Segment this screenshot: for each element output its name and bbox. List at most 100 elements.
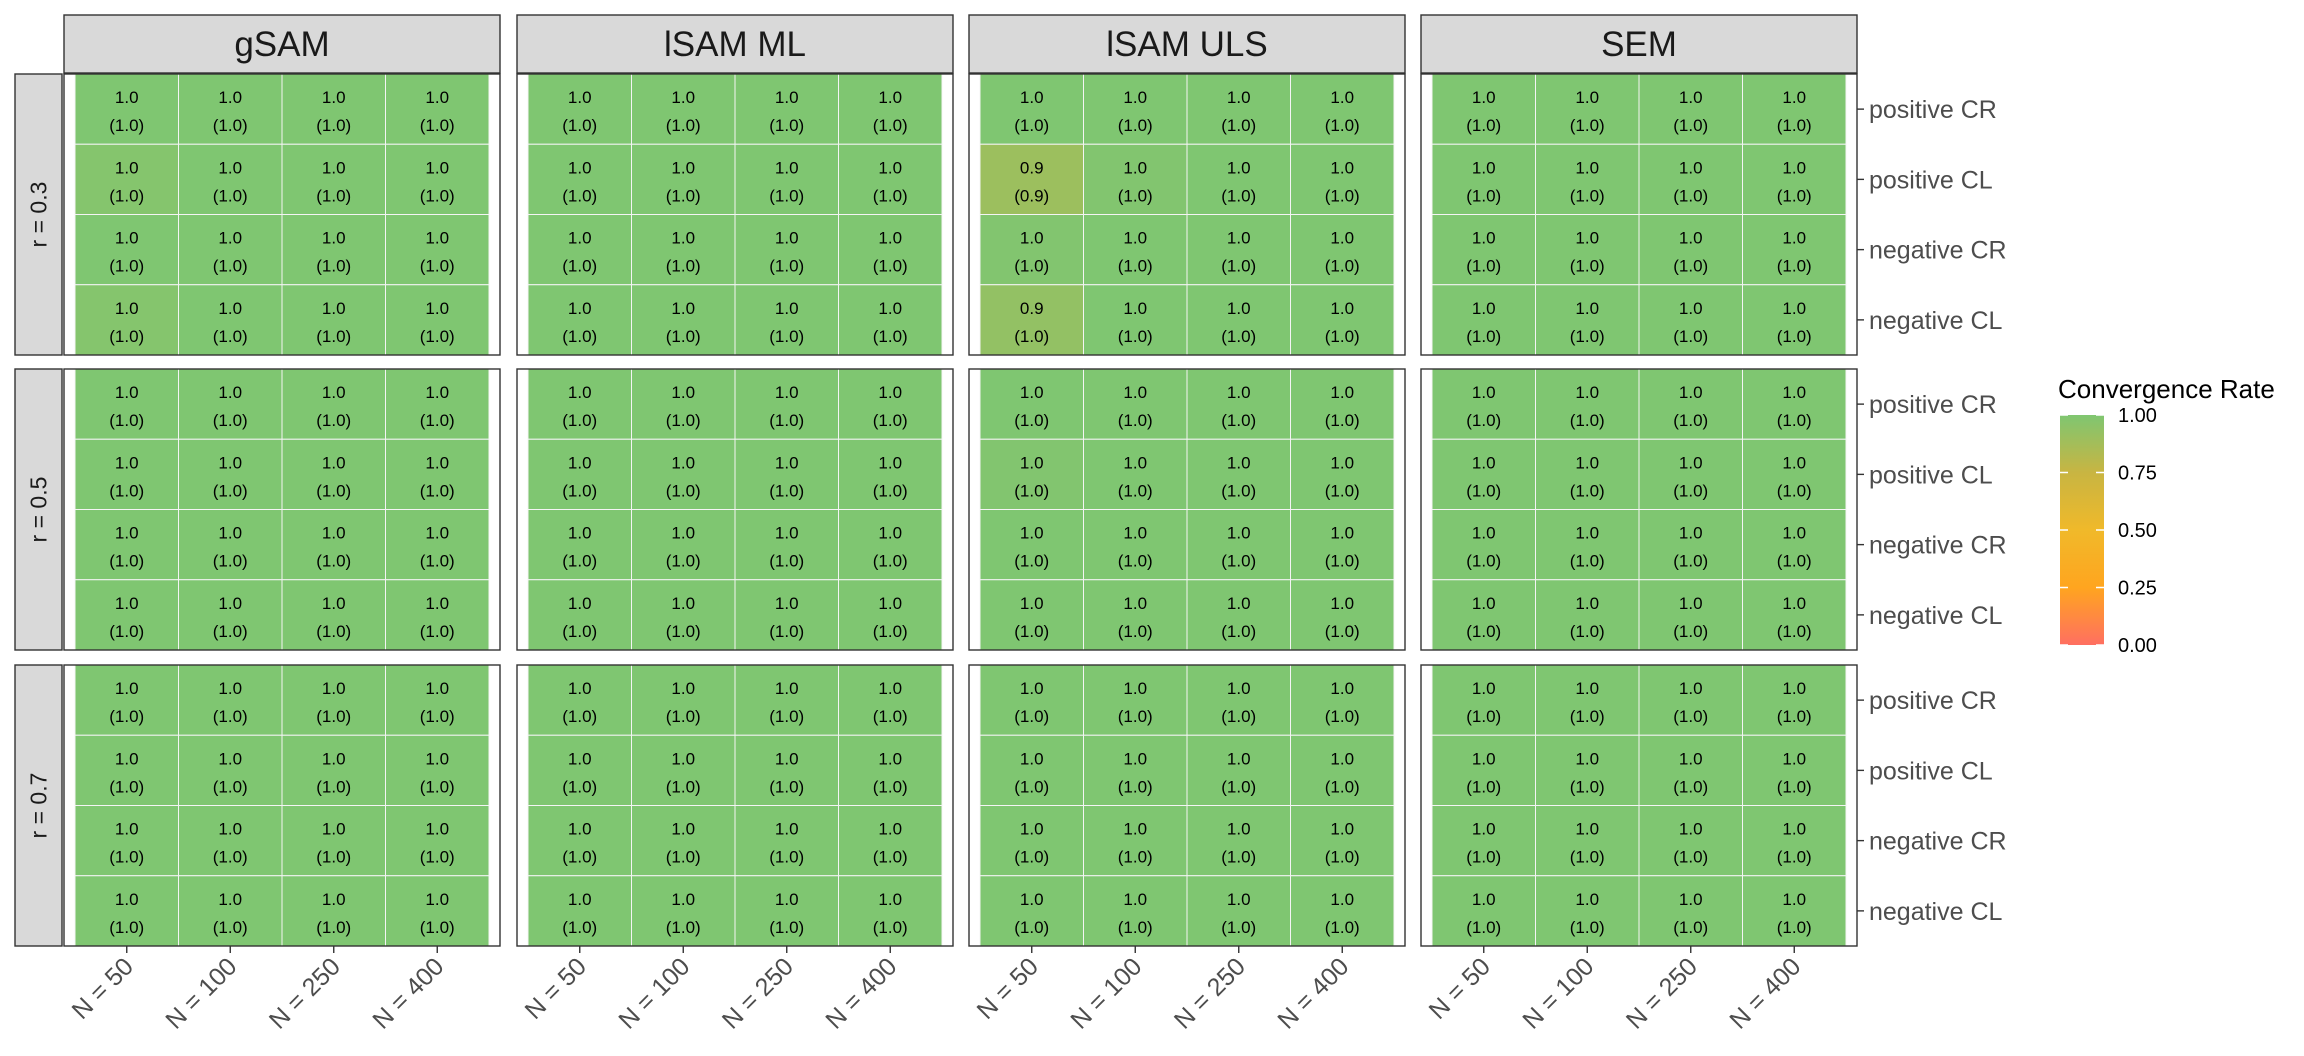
heatmap-cell (281, 284, 386, 356)
cell-secondary-label: (1.0) (109, 707, 144, 726)
x-tick-label: N = 400 (1272, 952, 1354, 1034)
heatmap-cell (838, 579, 943, 651)
cell-secondary-label: (1.0) (420, 327, 455, 346)
cell-value-label: 1.0 (878, 749, 902, 768)
cell-value-label: 1.0 (1020, 820, 1044, 839)
cell-secondary-label: (1.0) (562, 411, 597, 430)
row-strip (14, 368, 63, 651)
cell-secondary-label: (1.0) (1777, 848, 1812, 867)
cell-value-label: 1.0 (1782, 749, 1806, 768)
cell-value-label: 1.0 (218, 383, 242, 402)
cell-secondary-label: (1.0) (1466, 186, 1501, 205)
heatmap-cell (527, 664, 632, 736)
cell-secondary-label: (1.0) (769, 848, 804, 867)
cell-value-label: 1.0 (115, 820, 139, 839)
cell-secondary-label: (1.0) (1325, 481, 1360, 500)
heatmap-cell (385, 143, 490, 215)
cell-secondary-label: (1.0) (562, 481, 597, 500)
cell-secondary-label: (1.0) (1221, 257, 1256, 276)
cell-secondary-label: (1.0) (316, 552, 351, 571)
cell-value-label: 1.0 (1782, 453, 1806, 472)
cell-value-label: 1.0 (568, 88, 592, 107)
cell-value-label: 1.0 (425, 524, 449, 543)
cell-secondary-label: (1.0) (213, 116, 248, 135)
cell-value-label: 1.0 (425, 890, 449, 909)
heatmap-cell (74, 664, 179, 736)
panel-border (968, 73, 1406, 356)
heatmap-cell (178, 284, 283, 356)
cell-secondary-label: (1.0) (562, 918, 597, 937)
heatmap-cell (1186, 875, 1291, 947)
heatmap-cell (1431, 509, 1536, 581)
cell-secondary-label: (1.0) (1014, 848, 1049, 867)
cell-secondary-label: (1.0) (1118, 848, 1153, 867)
cell-value-label: 1.0 (878, 299, 902, 318)
cell-secondary-label: (1.0) (769, 186, 804, 205)
cell-value-label: 1.0 (115, 890, 139, 909)
heatmap-cell (979, 73, 1084, 145)
cell-value-label: 1.0 (1679, 594, 1703, 613)
cell-value-label: 1.0 (1782, 679, 1806, 698)
cell-value-label: 1.0 (1227, 158, 1251, 177)
cell-secondary-label: (1.0) (1221, 552, 1256, 571)
cell-secondary-label: (1.0) (1325, 411, 1360, 430)
cell-value-label: 1.0 (1679, 524, 1703, 543)
cell-secondary-label: (1.0) (1777, 327, 1812, 346)
y-tick-label: negative CL (1869, 898, 2003, 926)
cell-value-label: 1.0 (878, 158, 902, 177)
heatmap-cell (734, 805, 839, 877)
cell-value-label: 1.0 (1575, 229, 1599, 248)
cell-secondary-label: (1.0) (420, 777, 455, 796)
cell-secondary-label: (1.0) (109, 327, 144, 346)
heatmap-cell (1535, 438, 1640, 510)
cell-secondary-label: (1.0) (666, 186, 701, 205)
cell-value-label: 1.0 (1472, 594, 1496, 613)
cell-value-label: 1.0 (1575, 299, 1599, 318)
heatmap-cell (1535, 805, 1640, 877)
cell-value-label: 1.0 (1123, 299, 1147, 318)
cell-value-label: 1.0 (568, 524, 592, 543)
cell-value-label: 1.0 (671, 158, 695, 177)
cell-value-label: 1.0 (1227, 679, 1251, 698)
panel-border (516, 73, 954, 356)
heatmap-cell (1535, 214, 1640, 286)
heatmap-cell (1535, 579, 1640, 651)
cell-value-label: 1.0 (775, 88, 799, 107)
cell-secondary-label: (1.0) (1673, 707, 1708, 726)
heatmap-cell (1742, 664, 1847, 736)
cell-value-label: 1.0 (775, 299, 799, 318)
cell-value-label: 1.0 (568, 229, 592, 248)
column-strip-label: SEM (1601, 25, 1677, 64)
cell-value-label: 1.0 (322, 820, 346, 839)
cell-secondary-label: (1.0) (562, 848, 597, 867)
heatmap-cell (281, 579, 386, 651)
cell-secondary-label: (1.0) (1221, 186, 1256, 205)
cell-value-label: 1.0 (1020, 88, 1044, 107)
cell-value-label: 1.0 (1472, 890, 1496, 909)
heatmap-cell (1431, 143, 1536, 215)
cell-value-label: 1.0 (1575, 524, 1599, 543)
cell-value-label: 1.0 (568, 820, 592, 839)
heatmap-panel: 1.0 (1.0) 1.0 (1.0) 1.0 (1.0) 1.0 (1.0) 1.0 (1.0)… (63, 73, 501, 356)
heatmap-cell (1290, 875, 1395, 947)
cell-value-label: 1.0 (322, 299, 346, 318)
heatmap-cell (631, 579, 736, 651)
heatmap-cell (1431, 214, 1536, 286)
cell-secondary-label: (1.0) (213, 777, 248, 796)
cell-value-label: 1.0 (115, 299, 139, 318)
heatmap-panel: 1.0 (1.0) 1.0 (1.0) 1.0 (1.0) 1.0 (1.0) 1.0 (1.0)… (516, 664, 954, 947)
heatmap-cell (979, 509, 1084, 581)
cell-value-label: 1.0 (218, 158, 242, 177)
cell-value-label: 1.0 (1472, 679, 1496, 698)
cell-secondary-label: (1.0) (1673, 848, 1708, 867)
cell-secondary-label: (1.0) (420, 481, 455, 500)
cell-value-label: 1.0 (1782, 594, 1806, 613)
heatmap-cell (1186, 664, 1291, 736)
cell-value-label: 1.0 (1472, 229, 1496, 248)
cell-value-label: 1.0 (322, 88, 346, 107)
heatmap-cell (1742, 875, 1847, 947)
cell-secondary-label: (1.0) (1118, 622, 1153, 641)
heatmap-cell (1638, 284, 1743, 356)
cell-value-label: 1.0 (1679, 679, 1703, 698)
heatmap-cell (74, 509, 179, 581)
